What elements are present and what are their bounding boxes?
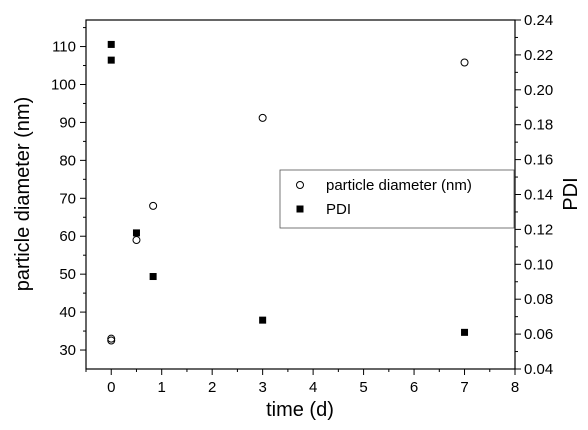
y2-tick-label: 0.04: [524, 361, 553, 378]
x-tick-label: 7: [460, 379, 468, 396]
x-tick-label: 3: [258, 379, 266, 396]
x-tick-label: 0: [107, 379, 115, 396]
legend-box: [279, 169, 515, 229]
y2-tick-label: 0.20: [524, 82, 553, 99]
y-tick-label: 30: [59, 342, 76, 359]
y-tick-label: 60: [59, 228, 76, 245]
data-point-diameter: [107, 334, 116, 343]
y-tick-label: 90: [59, 114, 76, 131]
marks-layer: [107, 40, 469, 345]
y-tick-label: 80: [59, 152, 76, 169]
legend-label-diameter: particle diameter (nm): [326, 177, 472, 194]
x-tick-label: 8: [511, 379, 519, 396]
x-axis-title: time (d): [266, 399, 334, 421]
y-tick-label: 100: [51, 76, 76, 93]
legend-marker-diameter: [296, 181, 304, 189]
y-tick-label: 40: [59, 304, 76, 321]
data-point-pdi: [107, 40, 115, 48]
data-point-diameter: [460, 58, 469, 67]
data-point-pdi: [107, 56, 115, 64]
data-point-pdi: [132, 229, 140, 237]
y2-tick-label: 0.18: [524, 117, 553, 134]
y2-tick-label: 0.22: [524, 47, 553, 64]
x-tick-label: 5: [359, 379, 367, 396]
x-tick-label: 6: [410, 379, 418, 396]
y2-axis-title: PDI: [560, 177, 582, 210]
y2-tick-label: 0.06: [524, 326, 553, 343]
data-point-diameter: [258, 113, 267, 122]
data-point-pdi: [149, 273, 157, 281]
legend-label-pdi: PDI: [326, 201, 351, 218]
data-point-pdi: [461, 328, 469, 336]
y2-tick-label: 0.12: [524, 221, 553, 238]
x-tick-label: 2: [208, 379, 216, 396]
data-point-diameter: [149, 201, 158, 210]
legend-marker-pdi: [296, 205, 304, 213]
y2-tick-label: 0.14: [524, 187, 553, 204]
y-tick-label: 50: [59, 266, 76, 283]
x-tick-label: 1: [158, 379, 166, 396]
y-axis-title: particle diameter (nm): [12, 97, 34, 292]
ticks-layer: 0 1 2 3 4 5 6 7 8 30 40 50 60 70 80 90 100 110 0.04 0.06 0.0…: [51, 12, 553, 396]
y-tick-label: 70: [59, 190, 76, 207]
y2-tick-label: 0.10: [524, 256, 553, 273]
data-point-pdi: [259, 316, 267, 324]
data-point-diameter: [132, 236, 141, 245]
x-tick-label: 4: [309, 379, 317, 396]
legend: particle diameter (nm) PDI: [279, 169, 515, 229]
y2-tick-label: 0.16: [524, 152, 553, 169]
y2-tick-label: 0.08: [524, 291, 553, 308]
y-tick-label: 110: [52, 39, 76, 56]
y2-tick-label: 0.24: [524, 12, 553, 29]
